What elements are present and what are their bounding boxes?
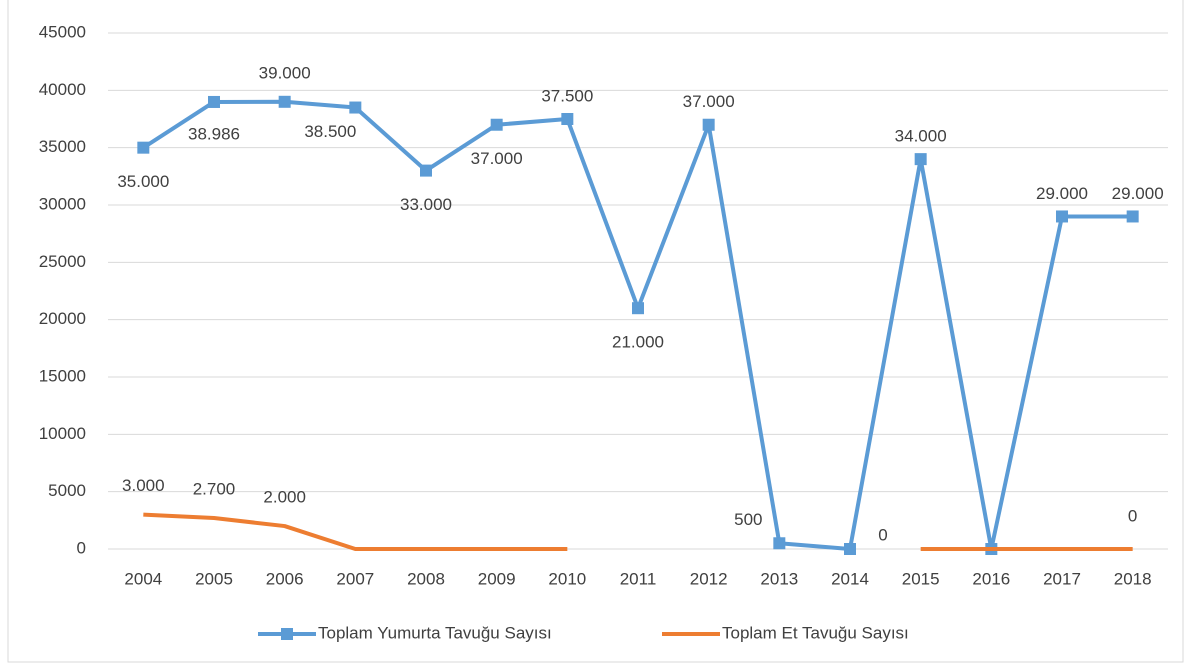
y-tick-label: 15000 (39, 366, 86, 385)
data-label: 29.000 (1112, 184, 1164, 203)
data-label: 29.000 (1036, 184, 1088, 203)
x-tick-label: 2011 (620, 569, 657, 588)
point-marker (490, 118, 503, 131)
data-label: 2.700 (193, 480, 236, 499)
y-tick-label: 30000 (39, 194, 86, 213)
y-tick-label: 0 (77, 538, 86, 557)
point-marker (844, 543, 856, 555)
y-tick-label: 20000 (39, 309, 86, 328)
data-label: 34.000 (895, 127, 947, 146)
x-tick-label: 2009 (478, 569, 516, 588)
x-tick-label: 2013 (760, 569, 798, 588)
point-marker (914, 153, 927, 166)
y-tick-label: 35000 (39, 137, 86, 156)
y-tick-label: 45000 (39, 22, 86, 41)
chart-border (7, 0, 1184, 663)
point-marker (632, 302, 644, 315)
data-label: 38.986 (188, 124, 240, 143)
x-tick-label: 2012 (690, 569, 728, 588)
series-line (143, 512, 568, 551)
data-label: 37.000 (471, 149, 523, 168)
x-tick-label: 2010 (548, 569, 586, 588)
point-marker (420, 164, 432, 177)
y-tick-label: 10000 (39, 424, 86, 443)
point-marker (208, 95, 220, 108)
point-marker (561, 113, 574, 125)
point-marker (278, 95, 291, 108)
data-label: 39.000 (259, 63, 311, 82)
data-label: 35.000 (117, 172, 169, 191)
x-tick-label: 2018 (1114, 569, 1152, 588)
point-marker (349, 101, 362, 114)
point-marker (1056, 210, 1068, 223)
data-label: 0 (1128, 506, 1137, 525)
point-marker (137, 141, 150, 154)
legend-marker (281, 628, 293, 640)
x-tick-label: 2005 (195, 569, 233, 588)
data-label: 38.500 (304, 122, 356, 141)
x-tick-label: 2014 (831, 569, 869, 588)
data-label: 37.500 (541, 86, 593, 105)
data-label: 2.000 (263, 488, 306, 507)
x-tick-label: 2015 (902, 569, 940, 588)
data-label: 21.000 (612, 333, 664, 352)
x-tick-label: 2008 (407, 569, 445, 588)
data-label: 33.000 (400, 195, 452, 214)
x-tick-label: 2006 (266, 569, 304, 588)
y-tick-label: 5000 (48, 481, 86, 500)
legend-label: Toplam Yumurta Tavuğu Sayısı (318, 623, 552, 642)
point-marker (1126, 210, 1139, 223)
point-marker (702, 118, 715, 131)
data-label: 37.000 (683, 92, 735, 111)
data-label: 500 (734, 510, 762, 529)
x-tick-label: 2017 (1043, 569, 1081, 588)
data-label: 3.000 (122, 476, 165, 495)
y-tick-label: 40000 (39, 80, 86, 99)
x-tick-label: 2007 (336, 569, 374, 588)
x-tick-label: 2004 (124, 569, 162, 588)
legend-label: Toplam Et Tavuğu Sayısı (722, 623, 909, 642)
point-marker (773, 537, 786, 550)
y-tick-label: 25000 (39, 252, 86, 271)
x-tick-label: 2016 (972, 569, 1010, 588)
data-label: 0 (878, 525, 887, 544)
